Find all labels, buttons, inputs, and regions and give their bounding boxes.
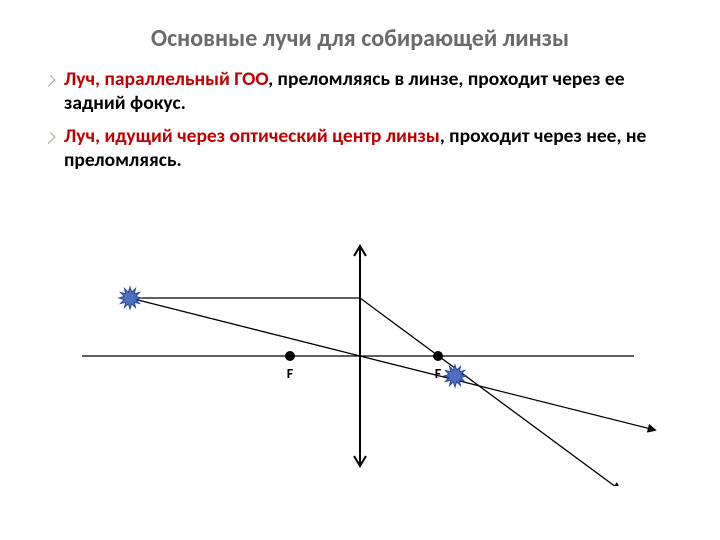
source-point-icon bbox=[119, 287, 141, 309]
list-item: Луч, параллельный ГОО, преломляясь в лин… bbox=[64, 67, 680, 116]
lens-diagram-svg: FF bbox=[60, 226, 660, 486]
bullet-red-text: Луч, идущий через оптический центр линзы bbox=[64, 124, 440, 148]
ray-parallel bbox=[130, 298, 620, 486]
lens-diagram: FF bbox=[60, 226, 660, 486]
bullet-red-text: Луч, параллельный ГОО bbox=[64, 67, 268, 91]
page-title: Основные лучи для собирающей линзы bbox=[40, 24, 680, 53]
focal-label-right: F bbox=[435, 365, 442, 382]
focal-label-left: F bbox=[287, 365, 294, 382]
list-item: Луч, идущий через оптический центр линзы… bbox=[64, 124, 680, 173]
ray-through-center bbox=[130, 298, 655, 430]
image-point-icon bbox=[444, 365, 466, 387]
focal-point-left bbox=[285, 351, 295, 361]
bullet-list: Луч, параллельный ГОО, преломляясь в лин… bbox=[40, 67, 680, 173]
